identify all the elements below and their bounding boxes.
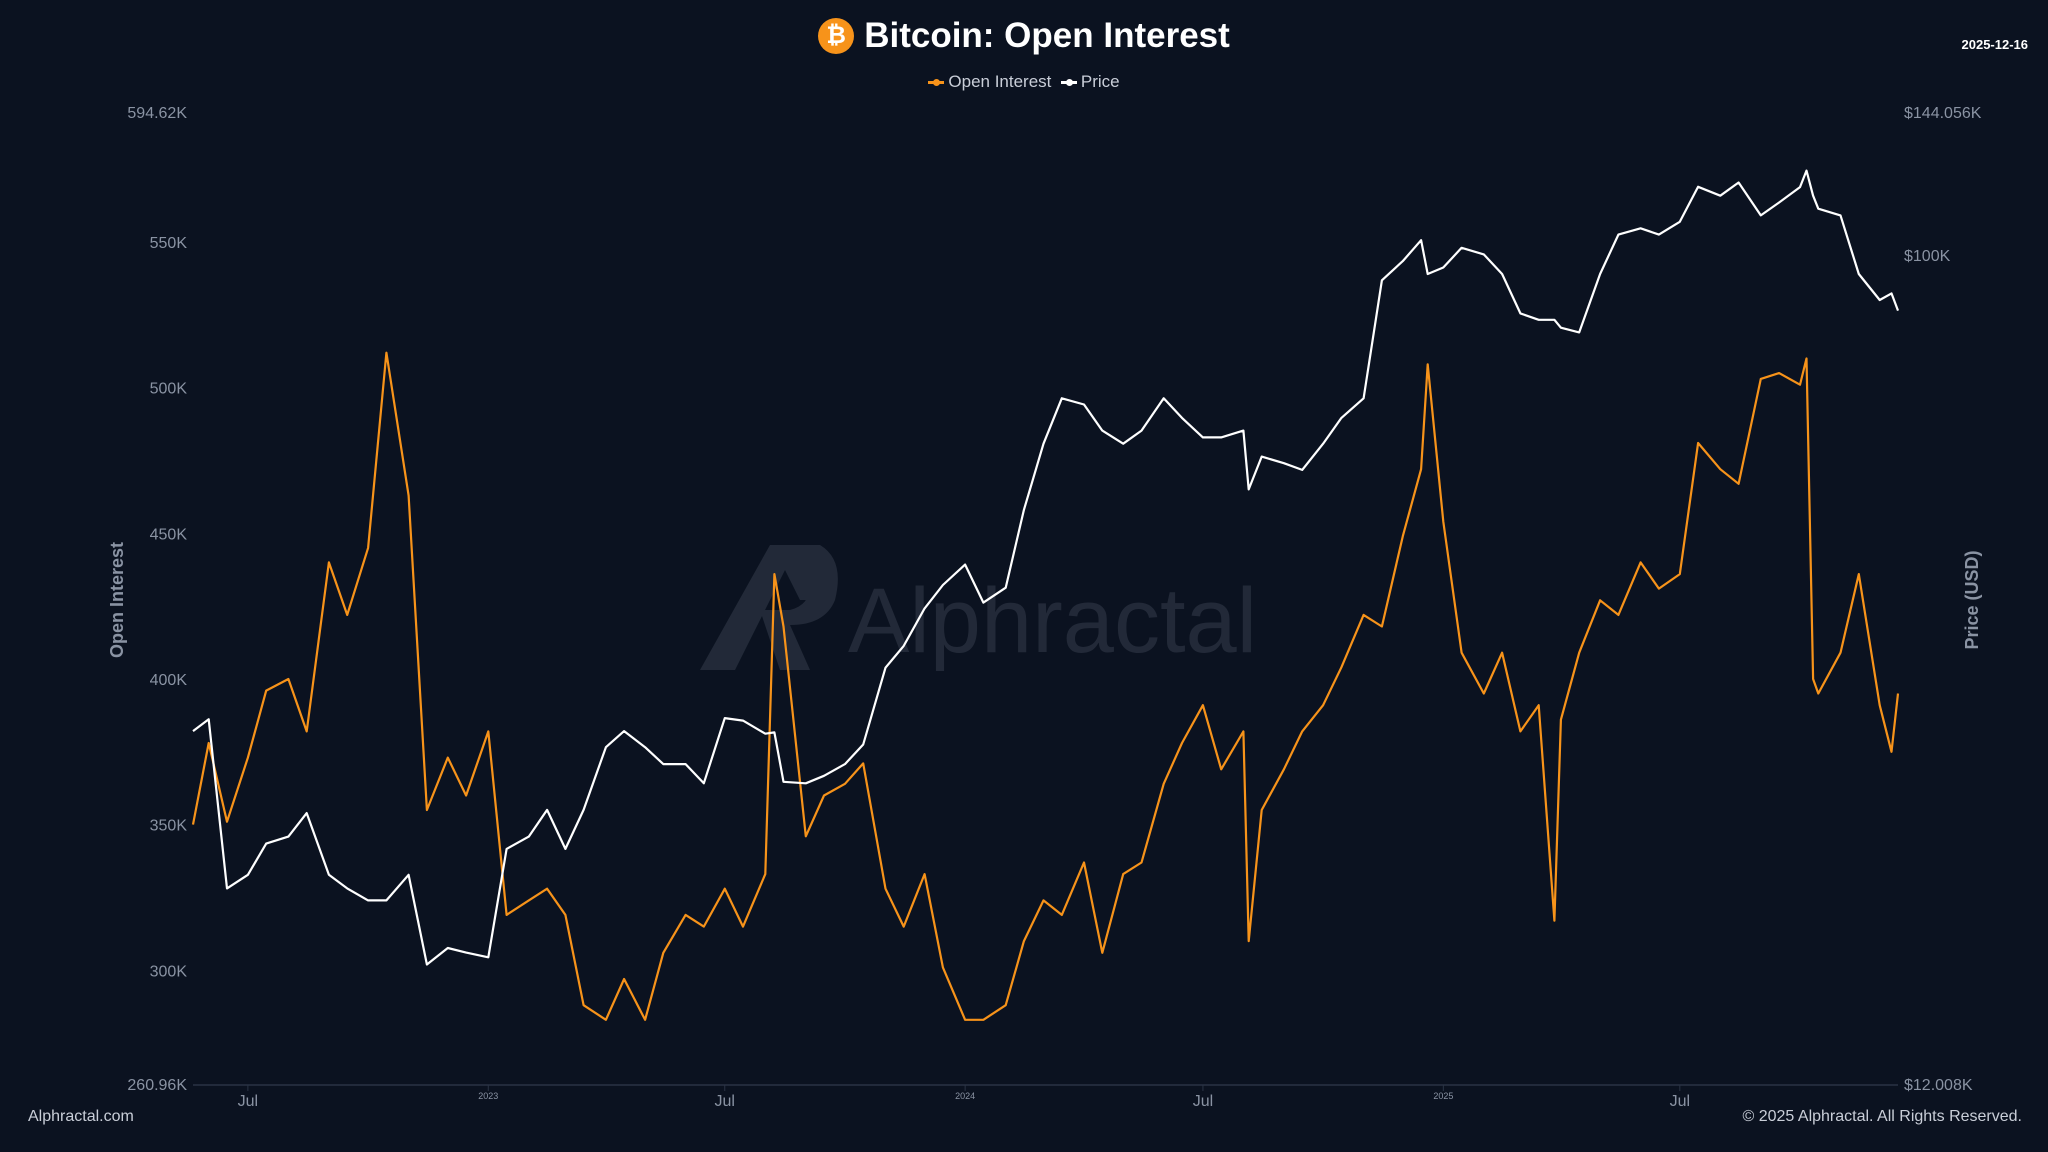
y-right-tick-label: $144.056K <box>1904 105 1982 122</box>
y-left-tick-label: 260.96K <box>127 1077 187 1094</box>
legend-item-open-interest[interactable]: Open Interest <box>928 72 1051 91</box>
chart-title-text: Bitcoin: Open Interest <box>864 16 1230 55</box>
x-tick-label: Jul <box>1670 1093 1690 1110</box>
y-left-tick-label: 350K <box>150 818 188 835</box>
y-right-tick-label: $12.008K <box>1904 1077 1973 1094</box>
alphractal-logo-mark <box>760 545 838 670</box>
x-tick-label: Jul <box>238 1093 258 1110</box>
x-tick-label: Jul <box>1193 1093 1213 1110</box>
y-right-tick-label: $100K <box>1904 248 1951 265</box>
y-axis-right-title: Price (USD) <box>1962 550 1982 649</box>
open-interest-line <box>191 351 1900 1021</box>
legend-label: Price <box>1080 72 1120 91</box>
watermark: Alphractal <box>700 545 1257 672</box>
y-axis-left-title: Open Interest <box>107 542 127 658</box>
bitcoin-icon: ₿ <box>818 18 855 54</box>
footer-copyright: © 2025 Alphractal. All Rights Reserved. <box>1742 1108 2023 1125</box>
chart-title: ₿ Bitcoin: Open Interest <box>0 16 2048 56</box>
x-tick-label: 2023 <box>478 1091 498 1101</box>
legend-item-price[interactable]: Price <box>1060 72 1120 91</box>
y-left-tick-label: 400K <box>150 672 188 689</box>
snapshot-date: 2025-12-16 <box>1961 37 2029 52</box>
footer-site[interactable]: Alphractal.com <box>28 1108 134 1125</box>
y-left-tick-label: 594.62K <box>127 105 187 122</box>
y-left-tick-label: 300K <box>150 963 188 980</box>
x-tick-label: 2024 <box>955 1091 975 1101</box>
price-line <box>192 169 1900 966</box>
open-interest-swatch <box>928 78 945 86</box>
alphractal-logo-icon <box>700 545 830 670</box>
x-tick-label: 2025 <box>1433 1091 1453 1101</box>
watermark-text: Alphractal <box>848 570 1257 672</box>
x-tick-label: Jul <box>715 1093 735 1110</box>
y-left-tick-label: 450K <box>150 526 188 543</box>
price-swatch <box>1060 78 1077 86</box>
legend: Open Interest Price <box>0 72 2048 92</box>
y-left-tick-label: 550K <box>150 235 188 252</box>
legend-label: Open Interest <box>948 72 1052 91</box>
y-left-tick-label: 500K <box>150 381 188 398</box>
